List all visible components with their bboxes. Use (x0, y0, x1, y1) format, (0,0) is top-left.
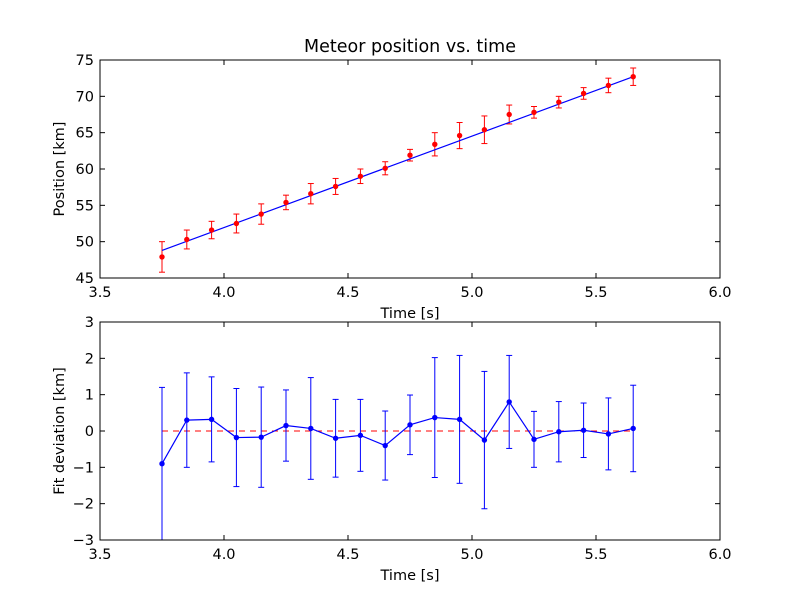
deviation-plot-frame (99, 321, 721, 541)
data-point (382, 165, 388, 171)
data-point (531, 109, 537, 116)
deviation-point (556, 429, 562, 435)
deviation-marks (159, 354, 637, 541)
y-tick-label: 45 (76, 271, 94, 287)
y-tick-label: 65 (76, 126, 94, 142)
x-tick-label: 4.5 (336, 285, 359, 301)
x-tick-label: 3.5 (88, 547, 111, 563)
y-tick-label: 70 (76, 89, 94, 105)
x-tick-label: 4.5 (336, 547, 359, 563)
x-tick-label: 5.0 (460, 285, 483, 301)
data-point (308, 191, 314, 197)
data-point (630, 74, 636, 80)
data-point (233, 220, 240, 227)
data-point (580, 90, 587, 97)
x-tick-label: 4.0 (212, 285, 235, 301)
deviation-point (208, 416, 215, 423)
data-point (159, 254, 165, 260)
deviation-point (605, 431, 612, 437)
deviation-x-axis-label: Time [s] (380, 568, 440, 584)
position-marks (159, 67, 637, 273)
deviation-point (456, 416, 463, 423)
y-tick-label: −3 (73, 533, 94, 549)
x-tick-label: 6.0 (708, 547, 731, 563)
deviation-point (432, 414, 438, 421)
data-point (605, 82, 612, 89)
y-tick-label: 2 (85, 351, 94, 367)
y-tick-label: 60 (76, 162, 94, 178)
deviation-point (308, 425, 314, 432)
data-point (506, 111, 512, 118)
chart-title: Meteor position vs. time (304, 37, 516, 57)
data-point (407, 152, 413, 158)
position-ticks: 3.5 4.0 4.5 5.0 5.5 6.0 45 50 55 60 65 70 75 (76, 53, 732, 301)
deviation-point (506, 399, 512, 405)
deviation-point (481, 437, 488, 443)
deviation-point (159, 461, 165, 467)
deviation-y-axis-label: Fit deviation [km] (52, 367, 68, 494)
deviation-point (357, 432, 364, 439)
x-tick-label: 5.0 (460, 547, 483, 563)
position-chart: Meteor position vs. time 3.5 4.0 4.5 5.0 5.5… (52, 37, 732, 322)
y-tick-label: 3 (85, 315, 94, 331)
deviation-point (283, 422, 289, 429)
x-tick-label: 6.0 (708, 285, 731, 301)
y-tick-label: 0 (85, 424, 94, 440)
data-point (332, 183, 339, 190)
deviation-point (407, 422, 413, 428)
x-tick-label: 3.5 (88, 285, 111, 301)
deviation-point (580, 427, 587, 433)
y-tick-label: 75 (76, 53, 94, 69)
x-tick-label: 4.0 (212, 547, 235, 563)
deviation-chart: 3.5 4.0 4.5 5.0 5.5 6.0 −3 −2 −1 0 1 2 3 Time [s] Fi… (52, 315, 732, 584)
deviation-point (184, 417, 190, 423)
y-tick-label: 1 (85, 388, 94, 404)
deviation-point (233, 434, 240, 441)
position-y-axis-label: Position [km] (52, 122, 68, 217)
deviation-point (332, 435, 339, 441)
y-tick-label: −1 (73, 460, 94, 476)
position-plot-frame (99, 59, 721, 279)
data-point (283, 199, 289, 206)
y-tick-label: −2 (73, 497, 94, 513)
deviation-point (531, 436, 537, 443)
y-tick-label: 55 (76, 198, 94, 214)
y-tick-label: 50 (76, 235, 94, 251)
deviation-point (258, 434, 264, 440)
deviation-point (630, 425, 636, 432)
deviation-ticks: 3.5 4.0 4.5 5.0 5.5 6.0 −3 −2 −1 0 1 2 3 (73, 315, 732, 563)
deviation-point (382, 442, 388, 449)
x-tick-label: 5.5 (584, 547, 607, 563)
fit-line (161, 76, 634, 251)
data-point (556, 99, 562, 105)
data-point (456, 132, 463, 139)
data-point (208, 227, 215, 233)
data-point (258, 211, 264, 217)
x-tick-label: 5.5 (584, 285, 607, 301)
deviation-line (161, 400, 634, 464)
position-x-axis-label: Time [s] (380, 306, 440, 322)
data-point (184, 236, 190, 243)
data-point (481, 127, 488, 133)
data-point (357, 173, 364, 179)
data-point (432, 141, 438, 147)
